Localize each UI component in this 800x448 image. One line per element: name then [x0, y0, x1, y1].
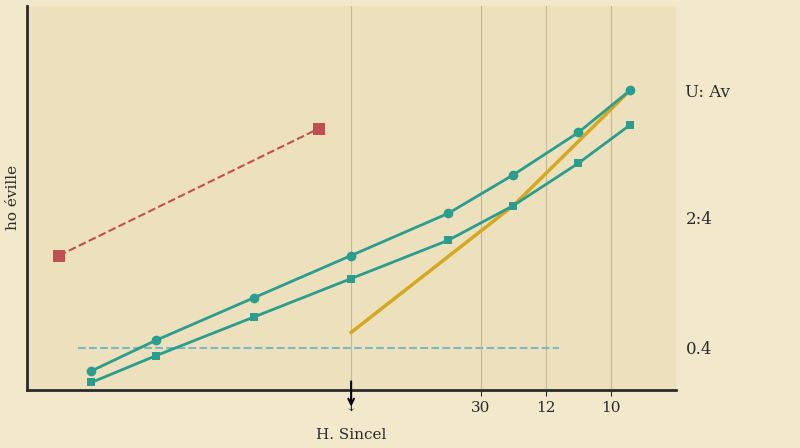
X-axis label: H. Sincel: H. Sincel: [316, 428, 386, 443]
Y-axis label: ho éville: ho éville: [6, 165, 19, 230]
